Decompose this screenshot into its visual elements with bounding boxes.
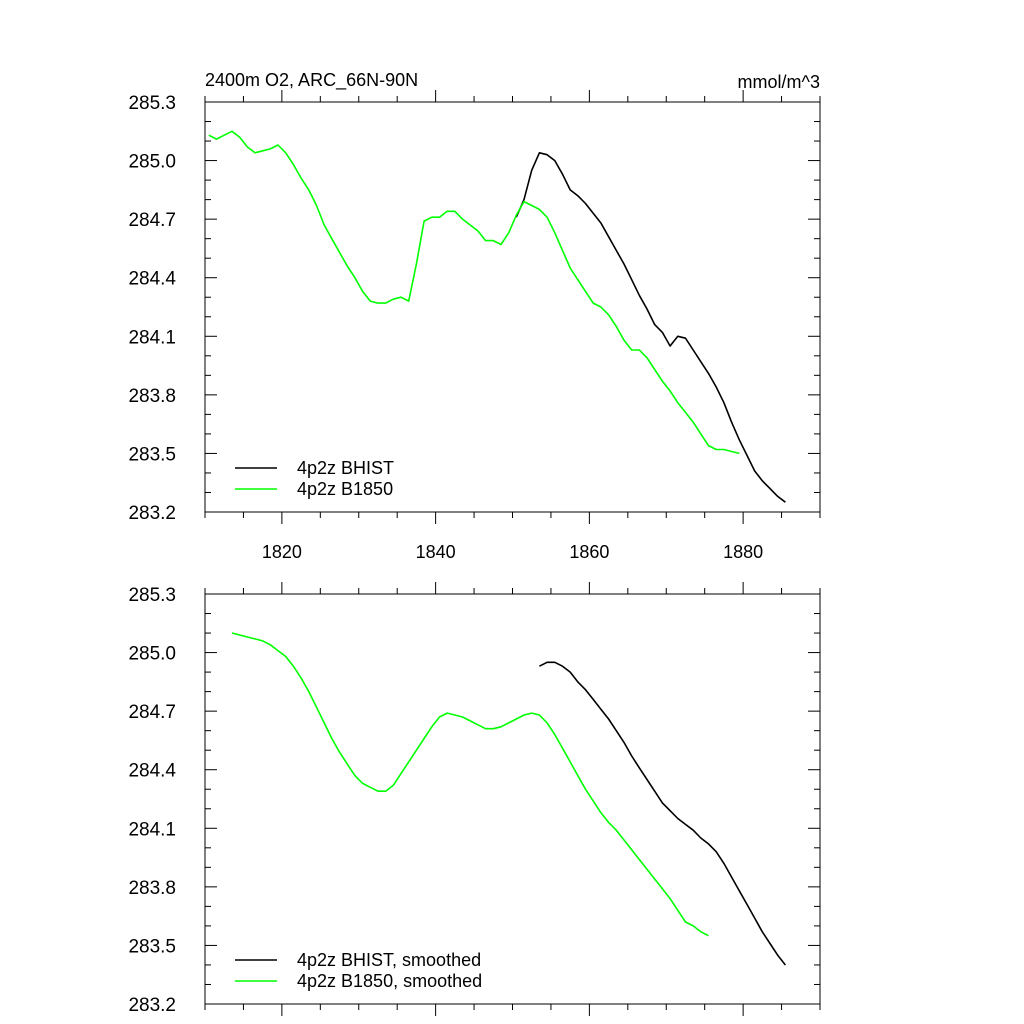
y-tick-label: 283.2 <box>128 995 176 1016</box>
chart-panel-1: 2400m O2, ARC_66N-90N mmol/m^3 1820 1840 186… <box>128 70 821 562</box>
y-tick-label: 284.7 <box>128 210 176 231</box>
x-tick-label: 1860 <box>569 542 609 562</box>
legend-label-2: 4p2z B1850, smoothed <box>297 971 482 991</box>
series-line-2 <box>208 130 740 455</box>
y-tick-label: 283.5 <box>128 936 176 957</box>
x-tick-label: 1880 <box>723 542 763 562</box>
y-tick-label: 285.0 <box>128 644 176 665</box>
y-tick-label: 285.3 <box>128 585 176 606</box>
legend-label-1: 4p2z BHIST, smoothed <box>297 950 481 970</box>
y-tick-label: 283.8 <box>128 386 176 407</box>
y-tick-label: 285.3 <box>128 93 176 114</box>
units-label: mmol/m^3 <box>738 72 820 92</box>
y-tick-label: 285.0 <box>128 152 176 173</box>
y-tick-label: 284.1 <box>128 819 176 840</box>
chart-title: 2400m O2, ARC_66N-90N <box>205 70 418 91</box>
chart-panel-2: 283.2 283.5 283.8 284.1 284.4 284.7 285.0 285.3… <box>128 582 821 1016</box>
series-line-1 <box>539 661 787 966</box>
x-tick-label: 1840 <box>416 542 456 562</box>
series-line-2 <box>231 632 709 937</box>
legend-label-1: 4p2z BHIST <box>297 458 394 478</box>
legend-label-2: 4p2z B1850 <box>297 479 393 499</box>
y-tick-label: 284.7 <box>128 702 176 723</box>
y-tick-label: 284.4 <box>128 761 176 782</box>
series-line-1 <box>515 152 786 503</box>
y-tick-label: 283.5 <box>128 444 176 465</box>
y-tick-label: 284.1 <box>128 327 176 348</box>
x-tick-label: 1820 <box>262 542 302 562</box>
y-tick-label: 283.8 <box>128 878 176 899</box>
y-tick-label: 284.4 <box>128 269 176 290</box>
y-tick-label: 283.2 <box>128 503 176 524</box>
